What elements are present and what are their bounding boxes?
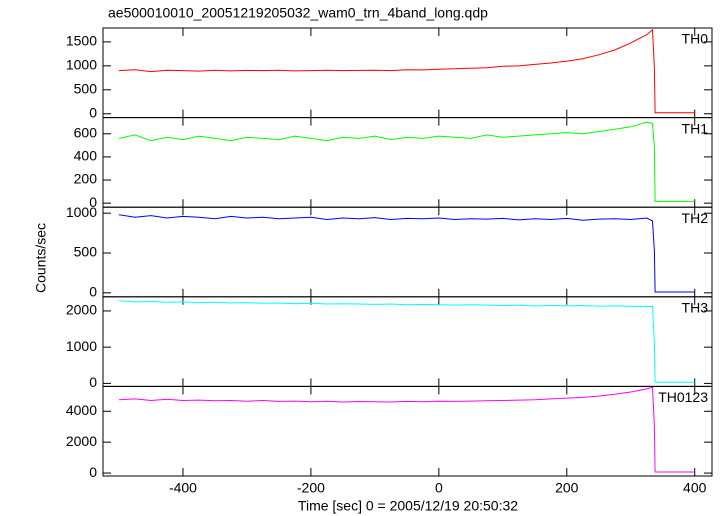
series-label: TH2 [682, 210, 709, 226]
series-line [118, 28, 695, 114]
y-tick-label: 1000 [66, 338, 97, 354]
panel-frame [102, 385, 713, 477]
x-tick-label: -200 [297, 480, 325, 496]
series-line [118, 300, 695, 383]
series-label: TH0123 [658, 389, 708, 405]
series-label: TH3 [682, 300, 709, 316]
y-tick-label: 2000 [66, 433, 97, 449]
y-axis-label: Counts/sec [33, 223, 49, 293]
y-tick-label: 4000 [66, 402, 97, 418]
x-tick-label: 0 [435, 480, 443, 496]
x-tick-label: -400 [169, 480, 197, 496]
panel-frame [102, 296, 713, 387]
y-tick-label: 400 [74, 148, 98, 164]
series-line [118, 214, 695, 293]
x-axis-label: Time [sec] 0 = 2005/12/19 20:50:32 [298, 498, 518, 514]
y-tick-label: 0 [89, 104, 97, 120]
series-line [118, 386, 695, 473]
y-tick-label: 0 [89, 374, 97, 390]
y-tick-label: 600 [74, 124, 98, 140]
panel-frame [102, 117, 713, 208]
y-tick-label: 0 [89, 284, 97, 300]
y-tick-label: 0 [89, 464, 97, 480]
y-tick-label: 500 [74, 81, 98, 97]
panel-frame [102, 206, 713, 298]
y-tick-label: 1000 [66, 204, 97, 220]
series-line [118, 121, 695, 202]
panel-frame [102, 27, 713, 119]
x-tick-label: 200 [555, 480, 579, 496]
x-tick-label: 400 [683, 480, 707, 496]
series-label: TH1 [682, 120, 709, 136]
y-tick-label: 200 [74, 171, 98, 187]
y-tick-label: 1000 [66, 57, 97, 73]
chart-title: ae500010010_20051219205032_wam0_trn_4ban… [108, 5, 488, 21]
y-tick-label: 500 [74, 244, 98, 260]
series-label: TH0 [682, 31, 709, 47]
y-tick-label: 0 [89, 194, 97, 210]
y-tick-label: 2000 [66, 302, 97, 318]
y-tick-label: 1500 [66, 33, 97, 49]
